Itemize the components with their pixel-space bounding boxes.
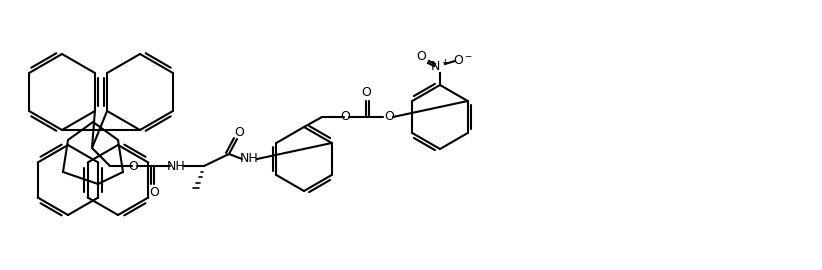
Text: NH: NH	[167, 160, 186, 173]
Text: O: O	[149, 185, 159, 198]
Text: N$^+$: N$^+$	[430, 59, 450, 75]
Text: O: O	[361, 86, 371, 100]
Text: O: O	[340, 110, 350, 123]
Text: O: O	[416, 50, 426, 63]
Text: O: O	[128, 160, 138, 173]
Text: NH: NH	[240, 153, 258, 166]
Text: O: O	[384, 110, 394, 123]
Text: O$^-$: O$^-$	[453, 55, 473, 68]
Text: O: O	[234, 127, 244, 140]
